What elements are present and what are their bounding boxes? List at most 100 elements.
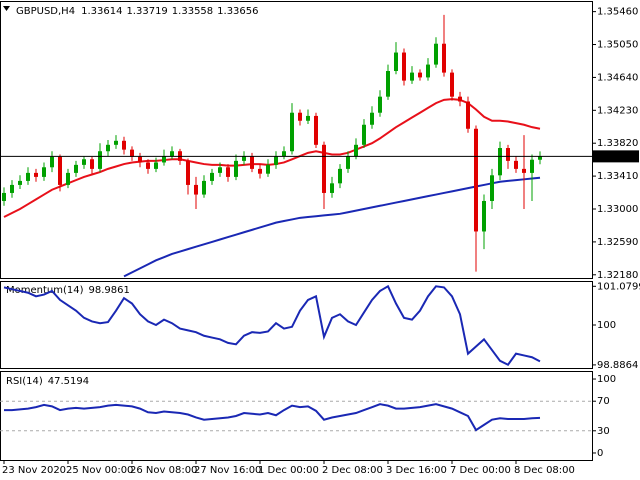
y-tick-label: 1.34640 xyxy=(597,72,638,83)
candle-body xyxy=(242,156,246,161)
y-tick-label: 1.33000 xyxy=(597,204,638,215)
open-value: 1.33614 xyxy=(81,6,122,17)
y-tick-label: 101.0799 xyxy=(597,281,640,292)
indicator-value: 47.5194 xyxy=(48,376,89,387)
candle-body xyxy=(170,151,174,157)
candle-body xyxy=(162,156,166,163)
indicator-line xyxy=(3,284,541,367)
symbol: GBPUSD,H4 xyxy=(16,6,75,17)
candle-body xyxy=(386,71,390,97)
y-tick-label: 1.32180 xyxy=(597,270,638,281)
rsi-header: RSI(14) 47.5194 xyxy=(6,376,89,387)
candle-body xyxy=(226,167,230,177)
candle-body xyxy=(434,43,438,65)
x-tick-label: 27 Nov 16:00 xyxy=(194,465,261,476)
x-tick-label: 23 Nov 2020 xyxy=(2,465,66,476)
y-tick-label: 70 xyxy=(597,396,610,407)
indicator-name: Momentum(14) xyxy=(6,285,84,296)
indicator-value: 98.9861 xyxy=(89,285,130,296)
candle-body xyxy=(234,160,238,177)
candle-body xyxy=(58,156,62,185)
candle-body xyxy=(138,156,142,163)
candle-body xyxy=(482,200,486,232)
candle-body xyxy=(274,156,278,165)
candle-body xyxy=(154,162,158,169)
x-tick-label: 8 Dec 08:00 xyxy=(514,465,575,476)
candle-body xyxy=(322,144,326,193)
y-tick-label: 0 xyxy=(597,448,603,459)
rsi-panel-frame xyxy=(0,371,593,461)
candle-body xyxy=(450,72,454,97)
high-value: 1.33719 xyxy=(126,6,167,17)
candle-body xyxy=(466,101,470,129)
candle-body xyxy=(218,167,222,173)
candle-body xyxy=(338,168,342,184)
y-tick-label: 1.32590 xyxy=(597,237,638,248)
candle-body xyxy=(362,124,366,145)
candle-body xyxy=(130,149,134,157)
candle-body xyxy=(42,167,46,177)
candle-body xyxy=(290,112,294,152)
y-tick-label: 1.33820 xyxy=(597,138,638,149)
y-tick-label: 1.35050 xyxy=(597,40,638,51)
candle-body xyxy=(298,112,302,121)
candle-body xyxy=(354,144,358,157)
candle-body xyxy=(282,151,286,157)
x-tick-label: 2 Dec 08:00 xyxy=(322,465,383,476)
y-tick-label: 100 xyxy=(597,320,616,331)
current-price-label: 1.33656 xyxy=(596,151,637,162)
candle-body xyxy=(266,164,270,174)
candle-body xyxy=(314,115,318,145)
candle-body xyxy=(538,156,542,160)
x-tick-label: 1 Dec 00:00 xyxy=(258,465,319,476)
y-tick-label: 1.35460 xyxy=(597,7,638,18)
candle-body xyxy=(66,172,70,185)
candle-body xyxy=(210,172,214,181)
candle-body xyxy=(202,180,206,195)
candle-body xyxy=(82,159,86,165)
candle-body xyxy=(90,159,94,169)
menu-triangle xyxy=(3,6,10,11)
y-tick-label: 1.33410 xyxy=(597,171,638,182)
candle-body xyxy=(26,172,30,181)
candle-body xyxy=(490,175,494,201)
y-tick-label: 98.8864 xyxy=(597,360,638,371)
candle-body xyxy=(114,140,118,145)
candle-body xyxy=(458,96,462,102)
x-tick-label: 7 Dec 00:00 xyxy=(450,465,511,476)
candle-body xyxy=(402,52,406,81)
candle-body xyxy=(530,159,534,173)
candle-body xyxy=(18,180,22,185)
x-tick-label: 3 Dec 16:00 xyxy=(386,465,447,476)
candle-body xyxy=(346,156,350,169)
candle-body xyxy=(186,160,190,185)
x-tick-label: 25 Nov 00:00 xyxy=(66,465,133,476)
main-panel-frame xyxy=(0,1,593,279)
momentum-header: Momentum(14) 98.9861 xyxy=(6,285,130,296)
candle-body xyxy=(306,115,310,121)
candle-body xyxy=(74,164,78,173)
candle-body xyxy=(330,183,334,193)
candle-body xyxy=(514,160,518,169)
low-value: 1.33558 xyxy=(172,6,213,17)
candle-body xyxy=(442,43,446,73)
current-price-box xyxy=(593,150,639,163)
close-value: 1.33656 xyxy=(217,6,258,17)
candle-body xyxy=(394,52,398,71)
candle-body xyxy=(98,151,102,169)
x-tick-label: 26 Nov 08:00 xyxy=(130,465,197,476)
y-tick-label: 1.34230 xyxy=(597,105,638,116)
candle-body xyxy=(2,192,6,201)
candle-body xyxy=(474,128,478,232)
moving-average xyxy=(3,98,541,218)
candle-body xyxy=(50,156,54,168)
moving-average xyxy=(123,176,541,278)
candle-body xyxy=(194,184,198,195)
candle-body xyxy=(522,168,526,173)
candle-body xyxy=(146,162,150,169)
chart-header: GBPUSD,H4 1.33614 1.33719 1.33558 1.33656 xyxy=(16,6,259,17)
indicator-line xyxy=(4,403,541,432)
y-tick-label: 30 xyxy=(597,426,610,437)
